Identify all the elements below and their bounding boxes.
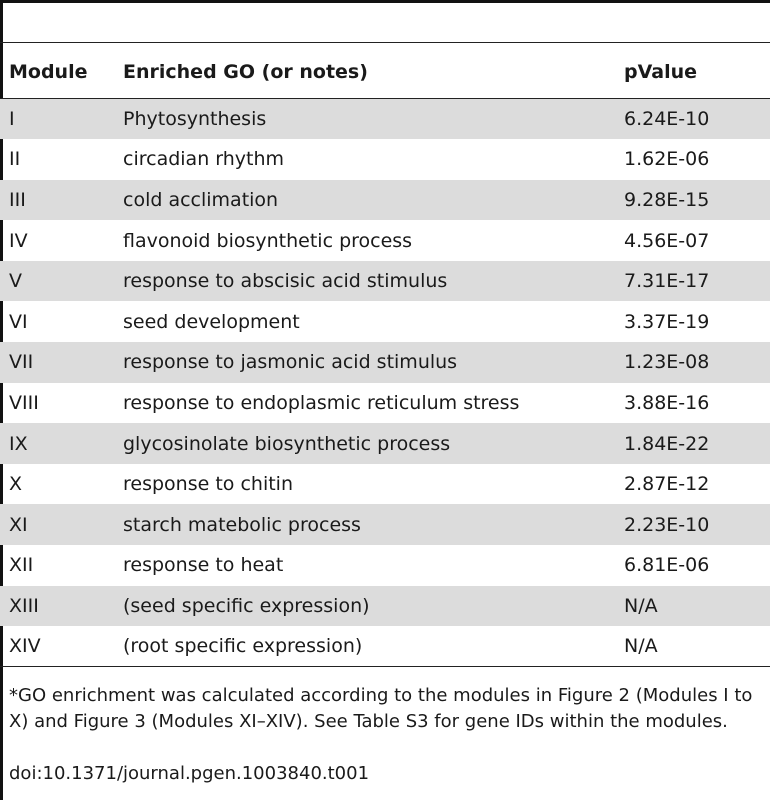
cell-enriched-go: response to abscisic acid stimulus xyxy=(123,270,448,293)
cell-module: VI xyxy=(9,310,28,333)
header-pvalue: pValue xyxy=(624,60,698,83)
cell-pvalue: N/A xyxy=(624,594,658,617)
cell-module: XIII xyxy=(9,594,39,617)
cell-pvalue: 4.56E-07 xyxy=(624,229,710,252)
table-header-row: Module Enriched GO (or notes) pValue xyxy=(0,42,770,99)
cell-enriched-go: response to endoplasmic reticulum stress xyxy=(123,391,520,414)
left-border xyxy=(0,0,3,800)
table-row: IX glycosinolate biosynthetic process 1.84… xyxy=(0,423,770,464)
cell-pvalue: 1.84E-22 xyxy=(624,432,710,455)
top-border xyxy=(0,0,770,3)
cell-pvalue: 3.88E-16 xyxy=(624,391,710,414)
cell-enriched-go: response to heat xyxy=(123,554,284,577)
table-row: XIII (seed specific expression) N/A xyxy=(0,585,770,627)
cell-module: II xyxy=(9,148,21,171)
cell-module: XI xyxy=(9,513,28,536)
cell-enriched-go: glycosinolate biosynthetic process xyxy=(123,432,451,455)
cell-enriched-go: response to jasmonic acid stimulus xyxy=(123,351,458,374)
cell-module: X xyxy=(9,473,23,496)
table-row: XIV (root specific expression) N/A xyxy=(0,626,770,667)
table-row: VI seed development 3.37E-19 xyxy=(0,301,770,342)
cell-pvalue: 2.87E-12 xyxy=(624,473,710,496)
cell-pvalue: 3.37E-19 xyxy=(624,310,710,333)
cell-module: V xyxy=(9,270,22,293)
cell-module: IX xyxy=(9,432,28,455)
cell-pvalue: 1.62E-06 xyxy=(624,148,710,171)
cell-module: VII xyxy=(9,351,34,374)
go-enrichment-table: Module Enriched GO (or notes) pValue I Ph… xyxy=(0,42,770,667)
header-enriched-go: Enriched GO (or notes) xyxy=(123,60,368,83)
table-row: XII response to heat 6.81E-06 xyxy=(0,545,770,586)
table-row: XI starch matebolic process 2.23E-10 xyxy=(0,504,770,546)
cell-pvalue: 6.81E-06 xyxy=(624,554,710,577)
cell-module: XII xyxy=(9,554,34,577)
table-row: VII response to jasmonic acid stimulus 1.2… xyxy=(0,342,770,383)
doi-text: doi:10.1371/journal.pgen.1003840.t001 xyxy=(9,763,370,784)
table-body: I Phytosynthesis 6.24E-10 II circadian rhyth… xyxy=(0,98,770,667)
cell-enriched-go: (seed specific expression) xyxy=(123,594,370,617)
cell-module: VIII xyxy=(9,391,39,414)
table-row: VIII response to endoplasmic reticulum st… xyxy=(0,383,770,424)
cell-enriched-go: response to chitin xyxy=(123,473,293,496)
cell-module: XIV xyxy=(9,635,41,658)
cell-enriched-go: (root specific expression) xyxy=(123,635,363,658)
table-footnote: *GO enrichment was calculated according … xyxy=(9,685,753,732)
cell-module: III xyxy=(9,188,26,211)
header-module: Module xyxy=(9,60,88,83)
table-row: II circadian rhythm 1.62E-06 xyxy=(0,139,770,180)
cell-pvalue: 9.28E-15 xyxy=(624,188,710,211)
cell-enriched-go: circadian rhythm xyxy=(123,148,285,171)
table-row: IV flavonoid biosynthetic process 4.56E-07 xyxy=(0,220,770,261)
table-row: I Phytosynthesis 6.24E-10 xyxy=(0,98,770,140)
table-row: III cold acclimation 9.28E-15 xyxy=(0,179,770,221)
cell-module: I xyxy=(9,108,15,131)
cell-enriched-go: Phytosynthesis xyxy=(123,108,267,131)
cell-pvalue: N/A xyxy=(624,635,658,658)
cell-pvalue: 2.23E-10 xyxy=(624,513,710,536)
cell-pvalue: 7.31E-17 xyxy=(624,270,710,293)
cell-enriched-go: cold acclimation xyxy=(123,188,279,211)
cell-pvalue: 1.23E-08 xyxy=(624,351,710,374)
cell-pvalue: 6.24E-10 xyxy=(624,108,710,131)
cell-enriched-go: seed development xyxy=(123,310,300,333)
cell-module: IV xyxy=(9,229,28,252)
cell-enriched-go: starch matebolic process xyxy=(123,513,361,536)
cell-enriched-go: flavonoid biosynthetic process xyxy=(123,229,413,252)
go-enrichment-table-container: Module Enriched GO (or notes) pValue I Ph… xyxy=(0,42,770,667)
